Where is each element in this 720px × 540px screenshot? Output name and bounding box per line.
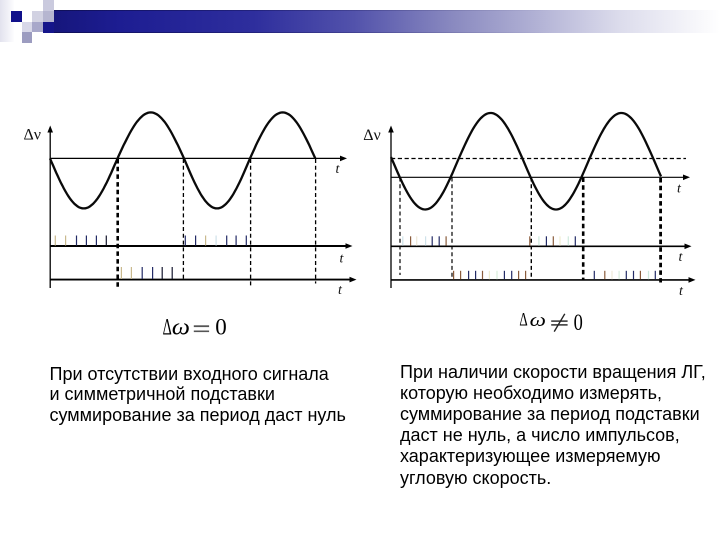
svg-text:t: t: [340, 252, 345, 267]
svg-text:t: t: [679, 250, 684, 265]
svg-text:0: 0: [574, 309, 583, 336]
svg-text:Δν: Δν: [24, 127, 42, 144]
svg-text:t: t: [336, 162, 341, 177]
svg-text:ω: ω: [172, 315, 190, 340]
svg-text:t: t: [679, 284, 684, 299]
svg-text:Δ: Δ: [519, 311, 527, 331]
svg-text:Δ: Δ: [163, 315, 172, 340]
svg-text:ω: ω: [530, 309, 546, 330]
svg-text:0: 0: [215, 315, 227, 340]
svg-text:t: t: [677, 182, 682, 197]
svg-text:t: t: [338, 283, 343, 298]
svg-text:Δν: Δν: [363, 127, 381, 144]
